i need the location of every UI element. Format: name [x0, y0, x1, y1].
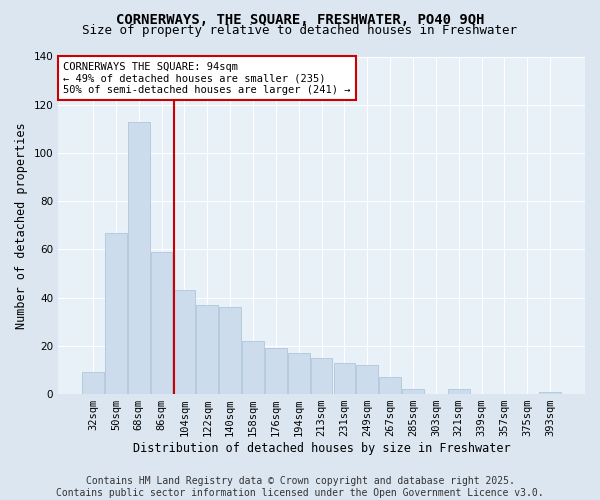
Bar [128, 122, 149, 394]
Y-axis label: Number of detached properties: Number of detached properties [15, 122, 28, 328]
Bar [105, 232, 127, 394]
Bar [219, 308, 241, 394]
Bar [311, 358, 332, 394]
Bar [242, 341, 264, 394]
Bar [82, 372, 104, 394]
Bar [334, 362, 355, 394]
Bar [173, 290, 195, 394]
Text: CORNERWAYS, THE SQUARE, FRESHWATER, PO40 9QH: CORNERWAYS, THE SQUARE, FRESHWATER, PO40… [116, 12, 484, 26]
Bar [448, 390, 470, 394]
Bar [539, 392, 561, 394]
Bar [288, 353, 310, 394]
Text: CORNERWAYS THE SQUARE: 94sqm
← 49% of detached houses are smaller (235)
50% of s: CORNERWAYS THE SQUARE: 94sqm ← 49% of de… [64, 62, 351, 95]
X-axis label: Distribution of detached houses by size in Freshwater: Distribution of detached houses by size … [133, 442, 511, 455]
Bar [196, 305, 218, 394]
Bar [265, 348, 287, 394]
Text: Contains HM Land Registry data © Crown copyright and database right 2025.
Contai: Contains HM Land Registry data © Crown c… [56, 476, 544, 498]
Bar [151, 252, 172, 394]
Bar [379, 377, 401, 394]
Bar [356, 365, 378, 394]
Bar [402, 390, 424, 394]
Text: Size of property relative to detached houses in Freshwater: Size of property relative to detached ho… [83, 24, 517, 37]
